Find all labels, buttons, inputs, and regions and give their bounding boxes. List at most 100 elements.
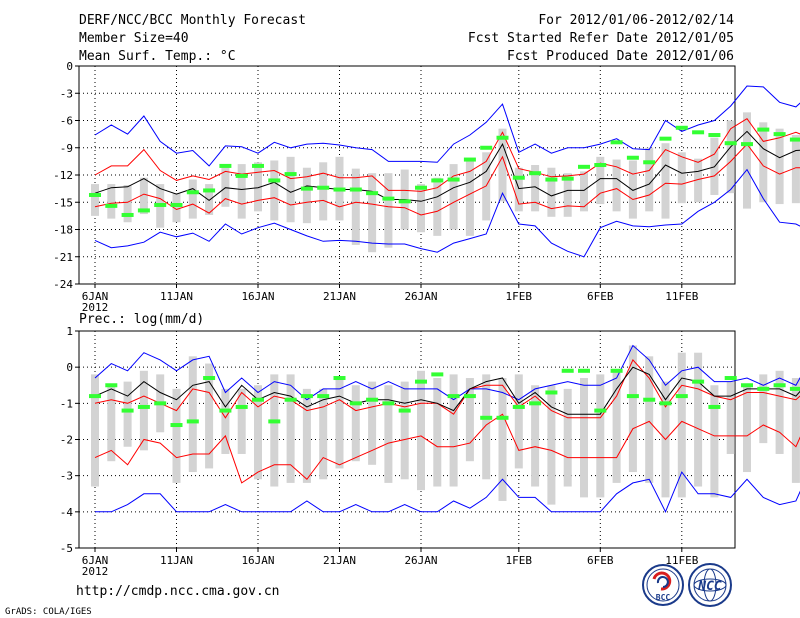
- temp-observed-marker: [121, 212, 134, 217]
- prec-spread-box: [547, 385, 556, 505]
- prec-spread-box: [205, 363, 214, 469]
- prec-spread-box: [759, 374, 768, 444]
- temp-ytick-label: -18: [53, 224, 73, 237]
- temp-observed-marker: [447, 177, 460, 182]
- prec-observed-marker: [773, 383, 786, 388]
- temp-year-label: 2012: [82, 301, 109, 314]
- bcc-logo: BCC: [642, 564, 684, 606]
- temp-observed-marker: [317, 185, 330, 190]
- temp-observed-marker: [398, 199, 411, 204]
- prec-spread-box: [221, 388, 230, 454]
- temp-observed-marker: [773, 132, 786, 137]
- temp-xtick-label: 16JAN: [241, 290, 274, 303]
- prec-observed-marker: [89, 394, 101, 399]
- panel-title-prec: Prec.: log(mm/d): [79, 312, 204, 327]
- prec-spread-box: [351, 385, 360, 462]
- temp-observed-marker: [545, 177, 558, 182]
- temp-observed-marker: [431, 178, 444, 183]
- panel-title-temp: Mean Surf. Temp.: °C: [79, 49, 236, 64]
- temp-observed-marker: [300, 186, 313, 191]
- temp-spread-box: [743, 112, 751, 209]
- prec-observed-marker: [643, 397, 656, 402]
- prec-spread-box: [286, 374, 295, 483]
- temp-observed-marker: [89, 192, 101, 197]
- prec-observed-marker: [317, 394, 330, 399]
- temp-spread-box: [254, 162, 262, 212]
- prec-ytick-label: -2: [60, 434, 73, 447]
- temp-observed-marker: [512, 175, 525, 180]
- prec-spread-box: [368, 381, 377, 465]
- temp-observed-marker: [789, 137, 800, 142]
- temp-observed-marker: [333, 187, 346, 192]
- prec-observed-marker: [545, 390, 558, 395]
- temp-xtick-label: 6JAN: [82, 290, 109, 303]
- prec-observed-marker: [626, 394, 639, 399]
- temp-spread-box: [612, 159, 621, 212]
- prec-upper-line: [94, 358, 800, 419]
- prec-spread-box: [400, 381, 409, 480]
- prec-spread-box: [384, 385, 393, 483]
- temp-spread-box: [319, 162, 328, 221]
- prec-spread-box: [743, 385, 751, 473]
- prec-observed-marker: [463, 394, 476, 399]
- prec-observed-marker: [529, 401, 542, 406]
- prec-spread-box: [449, 374, 458, 487]
- prec-spread-box: [335, 378, 344, 469]
- prec-observed-marker: [137, 404, 150, 409]
- temperature-chart: 0 -3 -6 -9 -12 -15 -18 -21 -24 6JAN 11JAN 16JAN 21JA…: [53, 60, 800, 314]
- prec-observed-marker: [447, 394, 460, 399]
- prec-observed-marker: [480, 415, 493, 420]
- prec-spread-box: [514, 374, 523, 469]
- temp-spread-box: [465, 161, 474, 236]
- temp-xtick-label: 21JAN: [323, 290, 356, 303]
- prec-observed-marker: [252, 397, 264, 402]
- temp-spread-box: [677, 152, 686, 204]
- temp-xtick-label: 26JAN: [404, 290, 437, 303]
- temp-observed-marker: [643, 160, 656, 165]
- temp-spread-box: [351, 168, 360, 245]
- temp-mean-line: [94, 130, 800, 202]
- temp-observed-marker: [757, 127, 770, 132]
- prec-year-label: 2012: [82, 565, 109, 578]
- prec-xtick-label: 1FEB: [506, 554, 533, 567]
- temp-spread-box: [384, 173, 393, 248]
- temp-spread-box: [531, 165, 540, 212]
- temp-spread-box: [547, 167, 556, 217]
- source-url[interactable]: http://cmdp.ncc.cma.gov.cn: [76, 584, 280, 599]
- prec-spread-box: [580, 378, 588, 498]
- temp-spread-box: [449, 164, 458, 230]
- temp-spread-box: [563, 173, 572, 217]
- prec-observed-marker: [431, 372, 444, 377]
- temp-observed-marker: [170, 202, 183, 207]
- prec-observed-marker: [789, 386, 800, 391]
- prec-observed-marker: [757, 386, 770, 391]
- temp-observed-marker: [708, 133, 721, 138]
- temp-observed-marker: [610, 140, 623, 145]
- prec-spread-box: [775, 370, 784, 454]
- ncc-logo: NCC: [688, 563, 732, 607]
- temp-ytick-label: -12: [53, 169, 73, 182]
- temp-observed-marker: [724, 141, 737, 146]
- temp-observed-marker: [252, 163, 264, 168]
- temp-observed-marker: [203, 188, 216, 193]
- prec-spread-box: [433, 378, 442, 487]
- prec-ytick-label: -5: [60, 542, 73, 555]
- prec-spread-box: [172, 388, 181, 483]
- temp-spread-box: [221, 164, 230, 207]
- prec-spread-box: [628, 345, 637, 473]
- prec-observed-marker: [692, 379, 705, 384]
- temp-spread-box: [91, 184, 99, 216]
- temp-observed-marker: [235, 173, 248, 178]
- prec-lower-line: [94, 413, 800, 484]
- prec-observed-marker: [415, 379, 427, 384]
- prec-observed-marker: [300, 394, 313, 399]
- prec-spread-box: [465, 378, 474, 462]
- temp-observed-marker: [741, 142, 753, 147]
- prec-observed-marker: [741, 383, 753, 388]
- prec-observed-marker: [235, 404, 248, 409]
- temp-observed-marker: [659, 136, 672, 141]
- temp-xtick-label: 11JAN: [160, 290, 193, 303]
- prec-spread-box: [710, 385, 719, 498]
- forecast-period: For 2012/01/06-2012/02/14: [538, 13, 734, 28]
- temp-spread-box: [368, 173, 377, 253]
